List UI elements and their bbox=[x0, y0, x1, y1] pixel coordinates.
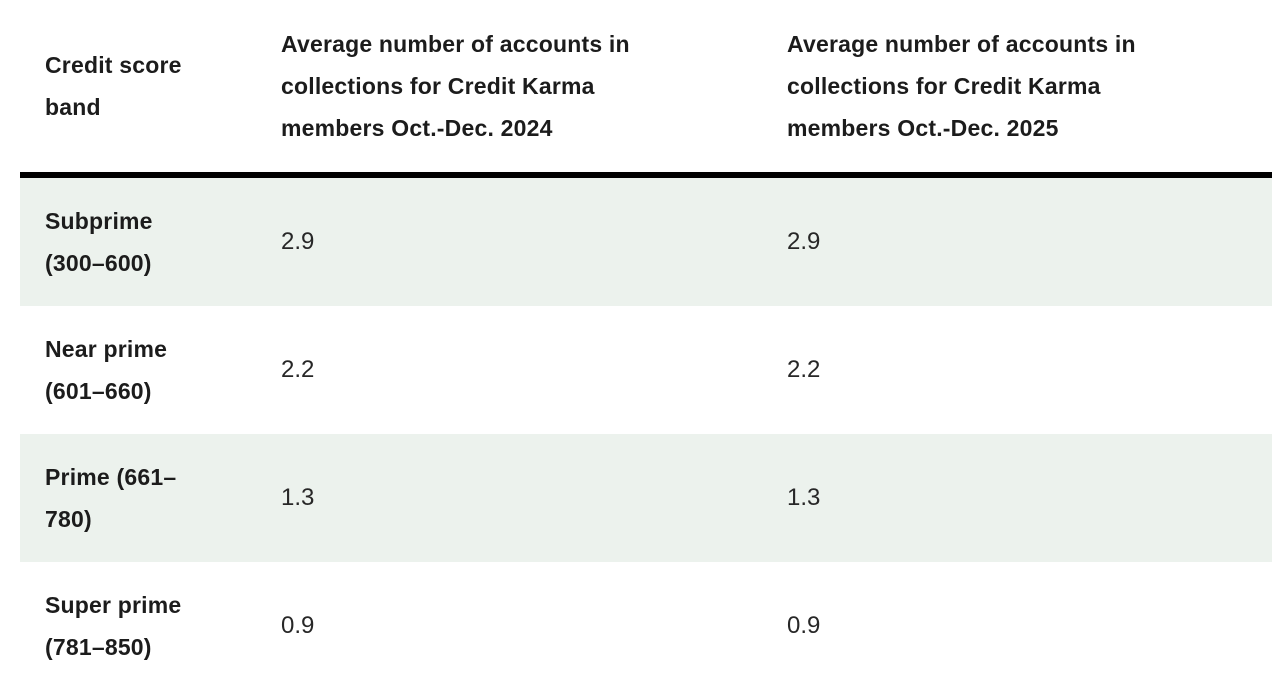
value-2025: 0.9 bbox=[787, 612, 821, 639]
table-row-subprime: Subprime (300–600) 2.9 2.9 bbox=[20, 178, 1272, 306]
value-2025: 1.3 bbox=[787, 484, 821, 511]
table-row-near-prime: Near prime (601–660) 2.2 2.2 bbox=[20, 306, 1272, 434]
band-label: Prime (661– 780) bbox=[45, 464, 177, 532]
header-avg-accounts-2024: Average number of accounts in collection… bbox=[281, 31, 630, 141]
value-2025: 2.9 bbox=[787, 228, 821, 255]
table-row-super-prime: Super prime (781–850) 0.9 0.9 bbox=[20, 562, 1272, 690]
band-label: Subprime (300–600) bbox=[45, 208, 153, 276]
value-2024: 2.9 bbox=[281, 228, 315, 255]
band-label: Super prime (781–850) bbox=[45, 592, 182, 660]
header-divider-rule bbox=[20, 172, 1272, 178]
table-row-prime: Prime (661– 780) 1.3 1.3 bbox=[20, 434, 1272, 562]
header-credit-score-band: Credit score band bbox=[45, 52, 182, 120]
header-avg-accounts-2025: Average number of accounts in collection… bbox=[787, 31, 1136, 141]
value-2024: 0.9 bbox=[281, 612, 315, 639]
band-label: Near prime (601–660) bbox=[45, 336, 168, 404]
value-2025: 2.2 bbox=[787, 356, 821, 383]
table-header-row: Credit score band Average number of acco… bbox=[20, 0, 1272, 172]
value-2024: 2.2 bbox=[281, 356, 315, 383]
value-2024: 1.3 bbox=[281, 484, 315, 511]
credit-score-collections-table: Credit score band Average number of acco… bbox=[20, 0, 1272, 690]
